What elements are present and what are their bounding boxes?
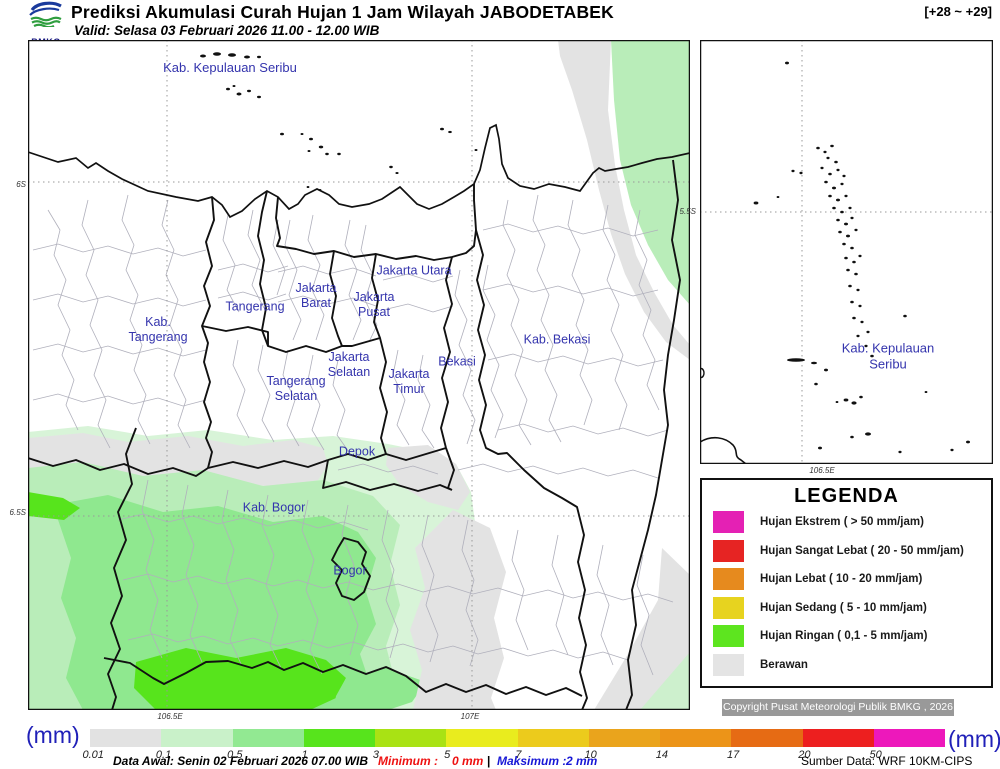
map-label-bogor: Bogor (333, 563, 367, 578)
legend-label-lebat: Hujan Lebat ( 10 - 20 mm/jam) (760, 573, 923, 586)
map-label-tangerang-selatan: Tangerang Selatan (266, 374, 326, 403)
colorbar-unit-right: (mm) (948, 726, 1000, 752)
colorbar-segment: 14 (656, 729, 732, 761)
legend-row-sangat-lebat: Hujan Sangat Lebat ( 20 - 50 mm/jam) (702, 537, 991, 566)
legend-swatch-sedang (713, 596, 744, 619)
main-map-canvas (26, 38, 692, 712)
colorbar-segment: 10 (584, 729, 660, 761)
map-label-jakarta-selatan: Jakarta Selatan (327, 350, 371, 379)
colorbar-segment: 3 (373, 729, 447, 761)
map-label-depok: Depok (338, 444, 376, 459)
map-label-jakarta-utara: Jakarta Utara (376, 263, 452, 278)
map-label-jakarta-timur: Jakarta Timur (388, 367, 430, 396)
legend-swatch-sangat-lebat (713, 539, 744, 562)
legend-swatch-ekstrem (713, 511, 744, 534)
main-map-lon-tick-107e: 107E (460, 712, 480, 721)
legend-row-sedang: Hujan Sedang ( 5 - 10 mm/jam) (702, 594, 991, 623)
bmkg-logo-icon (29, 1, 62, 29)
legend-label-sangat-lebat: Hujan Sangat Lebat ( 20 - 50 mm/jam) (760, 544, 964, 557)
colorbar-segment: 7 (515, 729, 589, 761)
data-awal-text: Data Awal: Senin 02 Februari 2026 07.00 … (113, 754, 368, 768)
inset-label-kepulauan-seribu: Kab. Kepulauan Seribu (841, 340, 935, 371)
valid-time-subtitle: Valid: Selasa 03 Februari 2026 11.00 - 1… (74, 23, 380, 38)
main-map-lon-tick-106-5e: 106.5E (157, 712, 183, 721)
legend-swatch-berawan (713, 653, 744, 676)
legend-panel: LEGENDA Hujan Ekstrem ( > 50 mm/jam) Huj… (700, 478, 993, 688)
colorbar-segment: 1 (302, 729, 375, 761)
legend-row-lebat: Hujan Lebat ( 10 - 20 mm/jam) (702, 565, 991, 594)
colorbar-segment: 0.1 (156, 729, 233, 761)
inset-map-canvas (697, 38, 995, 466)
colorbar-segment: 20 (798, 729, 874, 761)
min-max-separator: | (487, 754, 491, 768)
legend-label-sedang: Hujan Sedang ( 5 - 10 mm/jam) (760, 601, 927, 614)
main-map: Kab. Kepulauan Seribu Kab. Tangerang Tan… (26, 38, 692, 712)
colorbar-segment: 5 (444, 729, 518, 761)
map-label-bekasi: Bekasi (438, 354, 476, 369)
colorbar-segment: 0.01 (83, 729, 162, 761)
main-map-lat-tick-6s: 6S (16, 180, 26, 189)
map-label-kab-bogor: Kab. Bogor (242, 500, 306, 515)
copyright-banner: Copyright Pusat Meteorologi Publik BMKG … (722, 699, 954, 716)
inset-lon-tick-106-5e: 106.5E (809, 466, 835, 475)
colorbar-segment: 0.5 (227, 729, 304, 761)
map-label-kepulauan-seribu: Kab. Kepulauan Seribu (163, 60, 297, 76)
legend-title: LEGENDA (794, 485, 899, 507)
inset-lat-tick-5-5s: 5.5S (679, 207, 696, 216)
bmkg-logo: BMKG (24, 1, 68, 49)
sumber-data-text: Sumber Data: WRF 10KM-CIPS BMKG (801, 754, 973, 769)
colorbar-unit-left: (mm) (26, 722, 80, 748)
minimum-label: Minimum : (378, 754, 438, 768)
legend-row-ekstrem: Hujan Ekstrem ( > 50 mm/jam) (702, 508, 991, 537)
map-label-kab-bekasi: Kab. Bekasi (523, 332, 591, 347)
colorbar-segment: 17 (727, 729, 803, 761)
forecast-lead-time: [+28 ~ +29] (924, 4, 992, 19)
colorbar: 0.01 0.1 0.5 1 3 5 7 10 14 17 20 50 (83, 729, 945, 761)
legend-row-berawan: Berawan (702, 651, 991, 680)
page-title: Prediksi Akumulasi Curah Hujan 1 Jam Wil… (71, 2, 614, 22)
maksimum-value: 2 mm (566, 754, 598, 768)
map-label-jakarta-barat: Jakarta Barat (295, 281, 337, 310)
maksimum-label: Maksimum : (497, 754, 567, 768)
legend-label-berawan: Berawan (760, 658, 808, 671)
map-label-kab-tangerang: Kab. Tangerang (128, 315, 188, 344)
legend-row-ringan: Hujan Ringan ( 0,1 - 5 mm/jam) (702, 622, 991, 651)
legend-label-ringan: Hujan Ringan ( 0,1 - 5 mm/jam) (760, 630, 928, 643)
colorbar-segment: 50 (869, 729, 945, 761)
map-label-tangerang: Tangerang (225, 299, 285, 314)
map-label-jakarta-pusat: Jakarta Pusat (353, 290, 395, 319)
legend-label-ekstrem: Hujan Ekstrem ( > 50 mm/jam) (760, 516, 924, 529)
minimum-value: 0 mm (452, 754, 484, 768)
inset-map: Kab. Kepulauan Seribu (697, 38, 995, 466)
legend-swatch-ringan (713, 625, 744, 648)
main-map-lat-tick-6-5s: 6.5S (9, 508, 26, 517)
legend-swatch-lebat (713, 568, 744, 591)
